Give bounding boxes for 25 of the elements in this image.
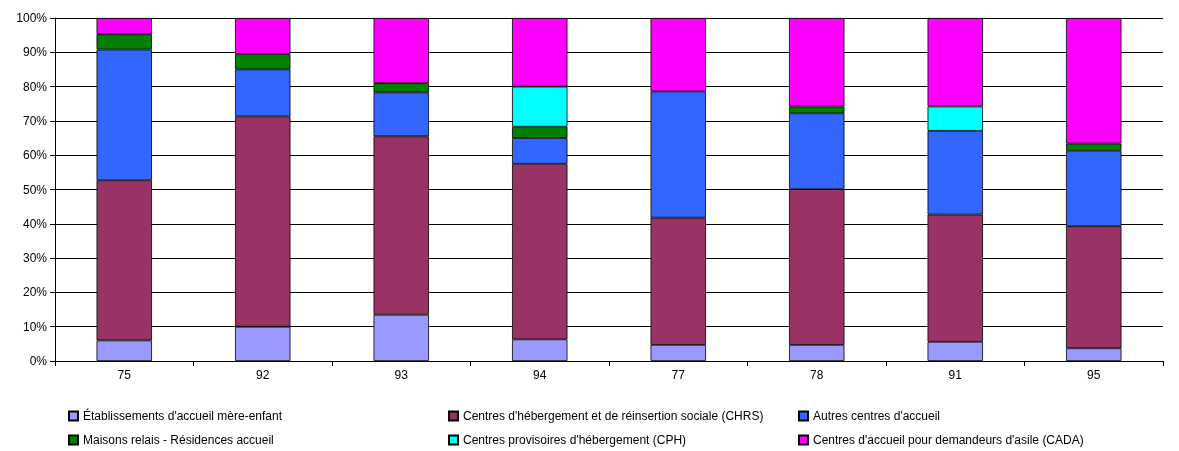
y-tick-label: 40% bbox=[22, 216, 48, 231]
legend-label: Maisons relais - Résidences accueil bbox=[83, 433, 274, 447]
x-tick-label: 94 bbox=[533, 368, 547, 382]
legend-label: Établissements d'accueil mère-enfant bbox=[83, 408, 283, 423]
y-tick-label: 60% bbox=[22, 148, 48, 163]
x-tick-label: 91 bbox=[948, 368, 963, 382]
y-tick-label: 20% bbox=[22, 285, 48, 300]
y-tick-label: 50% bbox=[22, 182, 48, 197]
y-tick-label: 90% bbox=[22, 45, 48, 60]
y-tick-label: 0% bbox=[29, 354, 48, 368]
legend-label: Autres centres d'accueil bbox=[813, 409, 941, 423]
x-tick-label: 77 bbox=[671, 368, 686, 382]
y-tick-label: 70% bbox=[22, 113, 48, 128]
x-tick-label: 75 bbox=[117, 368, 132, 382]
x-tick-label: 93 bbox=[394, 368, 409, 382]
legend-label: Centres provisoires d'hébergement (CPH) bbox=[463, 433, 687, 447]
x-tick-label: 95 bbox=[1087, 368, 1101, 382]
y-tick-label: 100% bbox=[16, 11, 48, 25]
legend-label: Centres d'accueil pour demandeurs d'asile (CADA) bbox=[813, 433, 1084, 447]
y-tick-label: 10% bbox=[22, 319, 48, 334]
x-tick-label: 92 bbox=[256, 368, 270, 382]
y-tick-label: 30% bbox=[22, 251, 48, 266]
y-tick-label: 80% bbox=[22, 79, 48, 94]
legend-label: Centres d'hébergement et de réinsertion sociale (CHRS) bbox=[463, 409, 764, 423]
x-tick-label: 78 bbox=[810, 368, 824, 382]
